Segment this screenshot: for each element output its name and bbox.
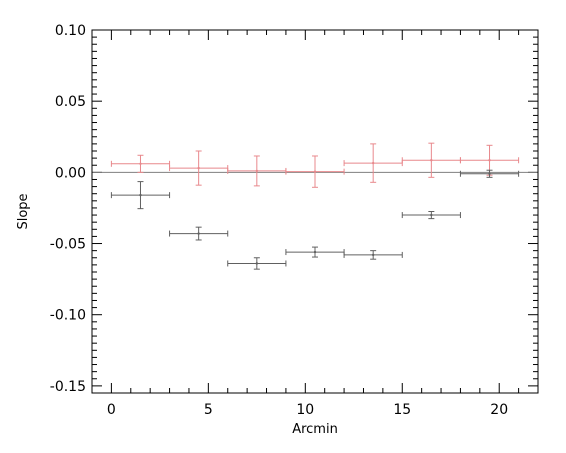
point-marker: [371, 253, 375, 257]
x-tick-labels: 0 5 10 15 20: [107, 402, 508, 418]
major-ticks: [92, 29, 538, 393]
point-marker: [255, 262, 259, 265]
data-point: [110, 154, 171, 173]
x-tick-label: 20: [490, 402, 508, 418]
data-point: [227, 155, 287, 187]
data-point: [169, 226, 229, 241]
point-marker: [197, 166, 200, 170]
x-tick-label: 10: [296, 402, 314, 418]
data-point: [285, 155, 345, 188]
data-point: [343, 250, 403, 260]
series-1: [110, 142, 520, 188]
y-tick-label: 0.00: [55, 165, 86, 181]
y-tick-label: 0.10: [55, 23, 86, 39]
data-point: [110, 181, 171, 210]
y-tick-label: 0.05: [55, 94, 86, 110]
y-tick-label: -0.15: [50, 379, 86, 395]
series-layer: [110, 142, 520, 270]
x-tick-label: 0: [107, 402, 116, 418]
data-point: [459, 169, 520, 178]
point-marker: [430, 159, 433, 162]
x-axis-title: Arcmin: [292, 422, 338, 437]
x-tick-label: 5: [204, 402, 213, 418]
minor-ticks: [91, 30, 539, 394]
data-point: [343, 143, 403, 183]
data-point: [169, 150, 229, 186]
point-marker: [313, 250, 317, 254]
x-tick-label: 15: [393, 402, 411, 418]
data-point: [401, 211, 461, 220]
point-marker: [430, 213, 433, 217]
data-point: [285, 246, 345, 258]
y-tick-label: -0.10: [50, 308, 86, 324]
point-marker: [139, 193, 142, 197]
y-axis-title: Slope: [16, 193, 31, 229]
data-point: [227, 257, 287, 270]
series-2: [110, 169, 520, 270]
y-tick-labels: -0.15 -0.10 -0.05 0.00 0.05 0.10: [50, 23, 86, 395]
point-marker: [139, 162, 142, 166]
point-marker: [313, 170, 317, 173]
plot-frame: [91, 29, 539, 394]
point-marker: [197, 232, 200, 235]
point-marker: [371, 161, 375, 165]
data-point: [459, 144, 520, 176]
point-marker: [488, 172, 491, 175]
point-marker: [255, 169, 259, 173]
point-marker: [488, 159, 491, 162]
y-tick-label: -0.05: [50, 237, 86, 253]
